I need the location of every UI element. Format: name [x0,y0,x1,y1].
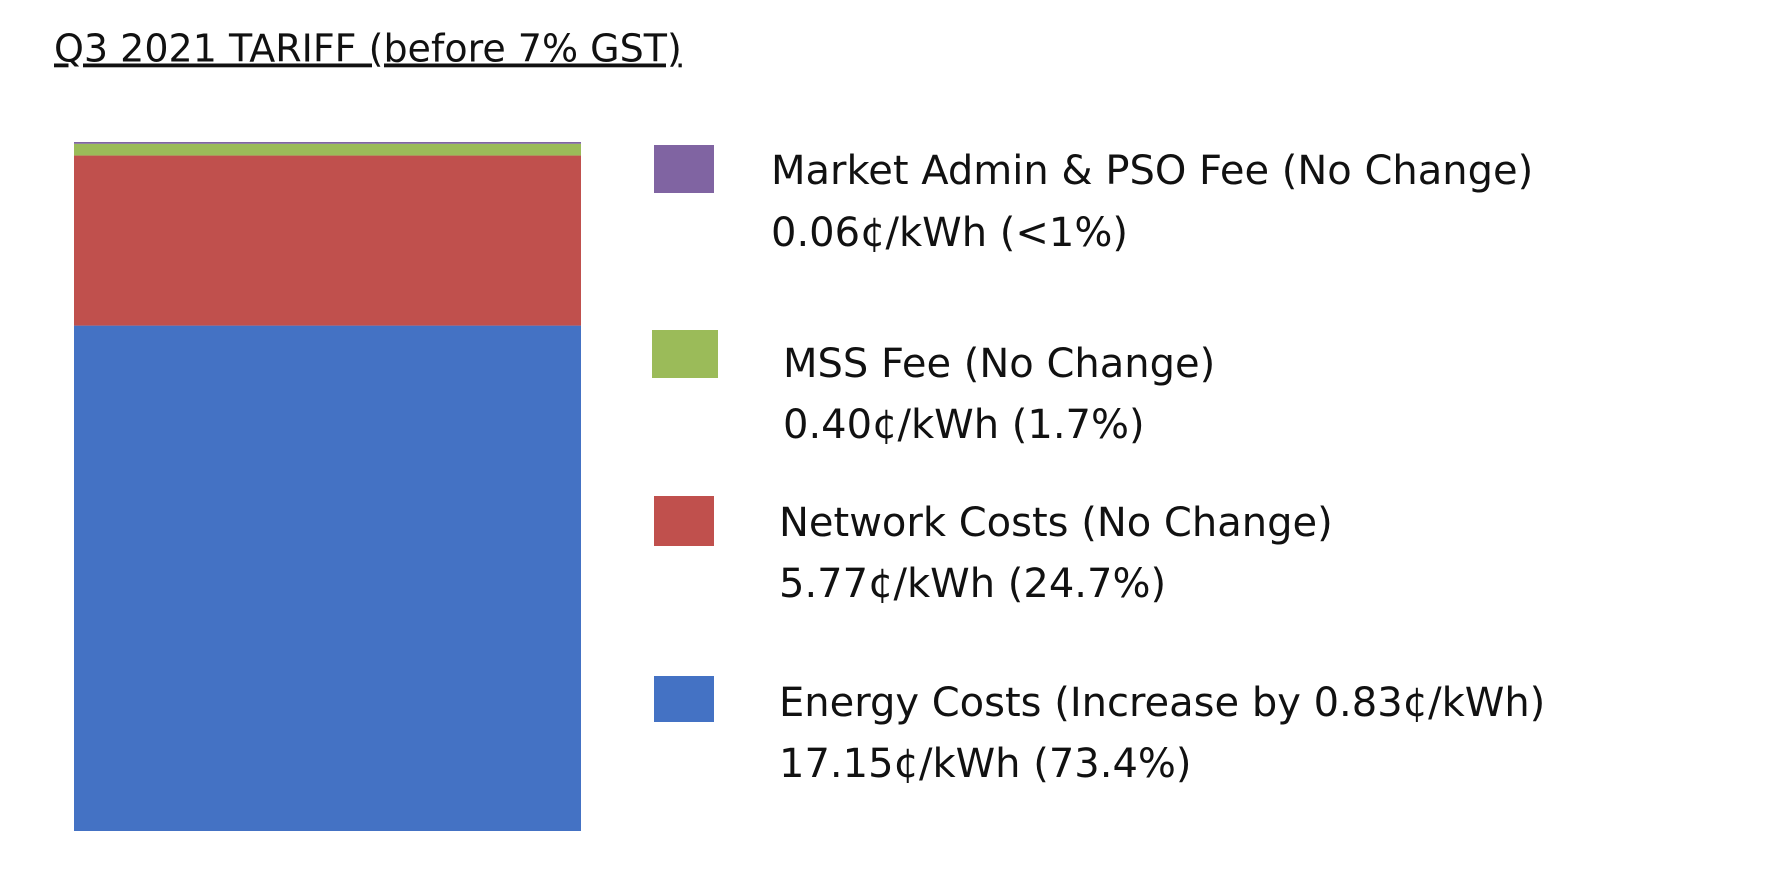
bar-segment [74,143,581,156]
legend-value: 0.06¢/kWh (<1%) [771,210,1128,256]
legend-swatch [652,330,718,378]
legend-swatch [654,676,714,722]
legend-label: MSS Fee (No Change) [783,341,1215,387]
legend-label: Network Costs (No Change) [779,500,1333,546]
legend-label: Market Admin & PSO Fee (No Change) [771,148,1533,194]
legend-swatch [654,145,714,193]
legend-value: 0.40¢/kWh (1.7%) [783,402,1145,448]
legend-value: 5.77¢/kWh (24.7%) [779,561,1166,607]
bar-segment [74,155,581,326]
chart-title: Q3 2021 TARIFF (before 7% GST) [54,27,682,71]
bar-segment [74,325,581,831]
legend-value: 17.15¢/kWh (73.4%) [779,741,1192,787]
bar-segment [74,142,581,144]
legend-label: Energy Costs (Increase by 0.83¢/kWh) [779,680,1545,726]
legend-swatch [654,496,714,546]
